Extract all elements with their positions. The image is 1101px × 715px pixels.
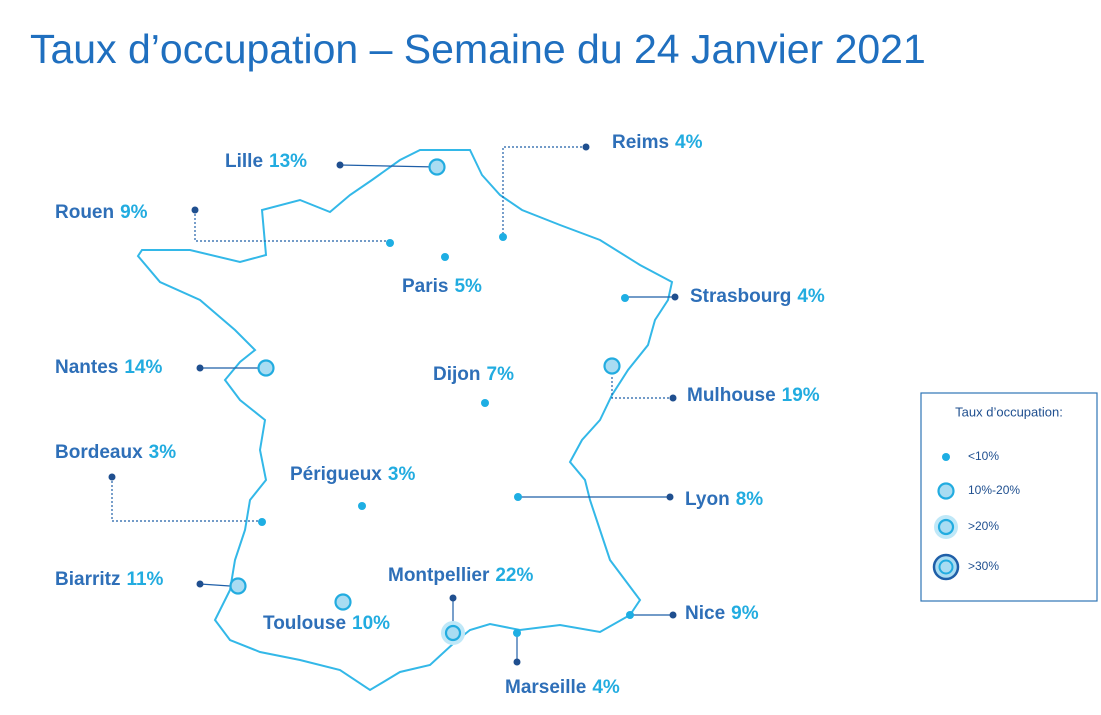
marker <box>258 518 266 526</box>
city-rate: 3% <box>149 442 177 463</box>
city-rate: 22% <box>495 565 533 586</box>
leader-line <box>502 146 586 237</box>
city-label: Rouen 9% <box>55 202 148 223</box>
cities: Lille 13% Reims 4% Rouen 9% Paris 5% Strasbourg 4… <box>55 132 825 698</box>
france-outline <box>136 149 674 692</box>
city-label: Périgueux 3% <box>290 464 415 485</box>
city-name: Toulouse <box>263 613 346 634</box>
city-label: Nantes 14% <box>55 357 162 378</box>
legend: <10% 10%-20% >20% >30% <box>932 449 1020 581</box>
marker <box>621 294 629 302</box>
marker <box>444 624 462 642</box>
city-rate: 13% <box>269 151 307 172</box>
city-rate: 14% <box>124 357 162 378</box>
leader-dot <box>449 594 457 602</box>
city-label: Montpellier 22% <box>388 565 533 586</box>
marker <box>334 593 352 611</box>
leader-dot <box>671 293 679 301</box>
marker <box>386 239 394 247</box>
city-name: Montpellier <box>388 565 490 586</box>
marker <box>499 233 507 241</box>
title: Taux d’occupation – Semaine du 24 Janvie… <box>30 26 926 72</box>
city-rate: 4% <box>797 286 825 307</box>
city-name: Mulhouse <box>687 385 776 406</box>
leader-dot <box>513 658 521 666</box>
city-label: Lille 13% <box>225 151 307 172</box>
city-rate: 8% <box>736 489 764 510</box>
city-label: Biarritz 11% <box>55 569 164 590</box>
leader-line <box>111 477 262 522</box>
city-name: Biarritz <box>55 569 120 590</box>
city-rate: 5% <box>454 276 482 297</box>
marker <box>229 577 247 595</box>
city-label: Lyon 8% <box>685 489 763 510</box>
city-rate: 10% <box>352 613 390 634</box>
city-name: Paris <box>402 276 448 297</box>
leader-line <box>339 164 438 168</box>
leader-dot <box>191 206 199 214</box>
leader-dot <box>669 611 677 619</box>
marker <box>358 502 366 510</box>
city-label: Toulouse 10% <box>263 613 390 634</box>
leader-dot <box>669 394 677 402</box>
city-rate: 9% <box>120 202 148 223</box>
city-rate: 9% <box>731 603 759 624</box>
city-rate: 3% <box>388 464 416 485</box>
leader-line <box>611 375 673 399</box>
city-name: Lille <box>225 151 263 172</box>
city-label: Mulhouse 19% <box>687 385 820 406</box>
city-name: Strasbourg <box>690 286 791 307</box>
leader-line <box>199 583 231 587</box>
city-name: Dijon <box>433 364 481 385</box>
city-label: Strasbourg 4% <box>690 286 825 307</box>
city-label: Marseille 4% <box>505 677 620 698</box>
marker <box>942 453 950 461</box>
city-label: Reims 4% <box>612 132 703 153</box>
city-rate: 7% <box>487 364 515 385</box>
city-name: Reims <box>612 132 669 153</box>
marker <box>428 158 446 176</box>
leader-dot <box>666 493 674 501</box>
marker <box>603 357 621 375</box>
city-name: Périgueux <box>290 464 382 485</box>
marker <box>937 482 955 500</box>
leader-line <box>194 210 390 242</box>
legend-label: 10%-20% <box>968 483 1020 497</box>
city-rate: 4% <box>592 677 620 698</box>
leader-dot <box>336 161 344 169</box>
city-label: Dijon 7% <box>433 364 514 385</box>
city-label: Bordeaux 3% <box>55 442 176 463</box>
marker <box>481 399 489 407</box>
marker <box>514 493 522 501</box>
city-name: Rouen <box>55 202 114 223</box>
marker <box>513 629 521 637</box>
legend-title: Taux d’occupation: <box>955 404 1063 419</box>
leader-dot <box>196 580 204 588</box>
marker <box>257 359 275 377</box>
city-label: Nice 9% <box>685 603 759 624</box>
city-name: Nantes <box>55 357 118 378</box>
leader-dot <box>582 143 590 151</box>
city-name: Bordeaux <box>55 442 143 463</box>
leader-dot <box>108 473 116 481</box>
city-name: Marseille <box>505 677 586 698</box>
marker <box>626 611 634 619</box>
city-name: Nice <box>685 603 725 624</box>
legend-label: >30% <box>968 559 999 573</box>
marker <box>937 518 955 536</box>
marker <box>938 559 954 575</box>
city-rate: 19% <box>782 385 820 406</box>
city-label: Paris 5% <box>402 276 482 297</box>
legend-label: >20% <box>968 519 999 533</box>
marker <box>441 253 449 261</box>
city-rate: 4% <box>675 132 703 153</box>
city-rate: 11% <box>126 569 163 590</box>
city-name: Lyon <box>685 489 730 510</box>
legend-label: <10% <box>968 449 999 463</box>
leader-dot <box>196 364 204 372</box>
